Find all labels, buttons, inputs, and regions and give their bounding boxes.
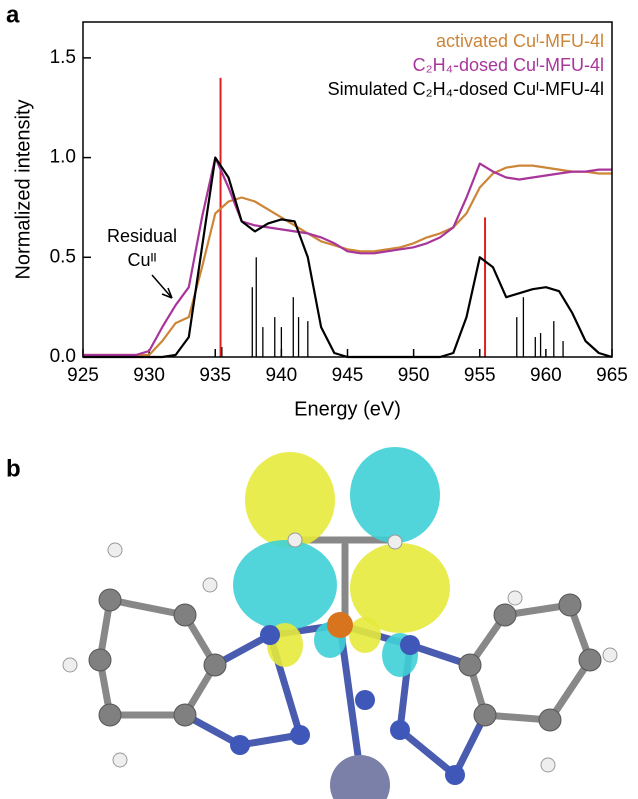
orbital-lobe: [350, 447, 440, 543]
molecule: [62, 447, 618, 799]
y-tick-label: 0.5: [50, 246, 76, 267]
y-tick-label: 0.0: [50, 346, 76, 367]
x-tick-label: 935: [199, 365, 231, 386]
series-line: [83, 164, 612, 357]
x-tick-label: 965: [596, 365, 628, 386]
legend-entry: C₂H₄-dosed Cuᴵ-MFU-4l: [413, 55, 604, 75]
orbital-lobe: [350, 543, 450, 633]
x-tick-label: 945: [332, 365, 364, 386]
orbital-lobe: [233, 540, 337, 630]
x-tick-label: 960: [530, 365, 562, 386]
plot: 925 930 935 940 945 950 955 960 965 0.0 0.5 1.0 1.5 E…: [12, 21, 628, 420]
y-axis-label: Normalized intensity: [12, 99, 34, 279]
legend-entry: Simulated C₂H₄-dosed Cuᴵ-MFU-4l: [328, 79, 604, 99]
annotation: Residual: [107, 226, 177, 246]
series-line: [83, 156, 612, 357]
copper-atom: [327, 612, 353, 638]
panel-label: a: [6, 1, 20, 28]
hydrogen-atoms: [62, 532, 618, 773]
panel-label: b: [6, 455, 21, 482]
carbon-atoms: [88, 588, 602, 732]
x-tick-label: 925: [67, 365, 99, 386]
zinc-atom: [330, 755, 390, 799]
y-tick-label: 1.0: [50, 147, 76, 168]
plot-frame: [82, 21, 613, 358]
annotation: Cuᴵᴵ: [127, 250, 156, 270]
nitrogen-atoms: [230, 625, 465, 785]
x-tick-label: 930: [133, 365, 165, 386]
y-tick-label: 1.5: [50, 47, 76, 68]
orbital-lobe: [349, 617, 381, 653]
x-axis-label: Energy (eV): [294, 398, 401, 420]
x-tick-label: 950: [398, 365, 430, 386]
annotation-arrow: [151, 274, 173, 299]
x-tick-label: 955: [464, 365, 496, 386]
x-tick-label: 940: [266, 365, 298, 386]
legend-entry: activated Cuᴵ-MFU-4l: [436, 31, 604, 51]
orbital-lobe: [245, 452, 335, 548]
